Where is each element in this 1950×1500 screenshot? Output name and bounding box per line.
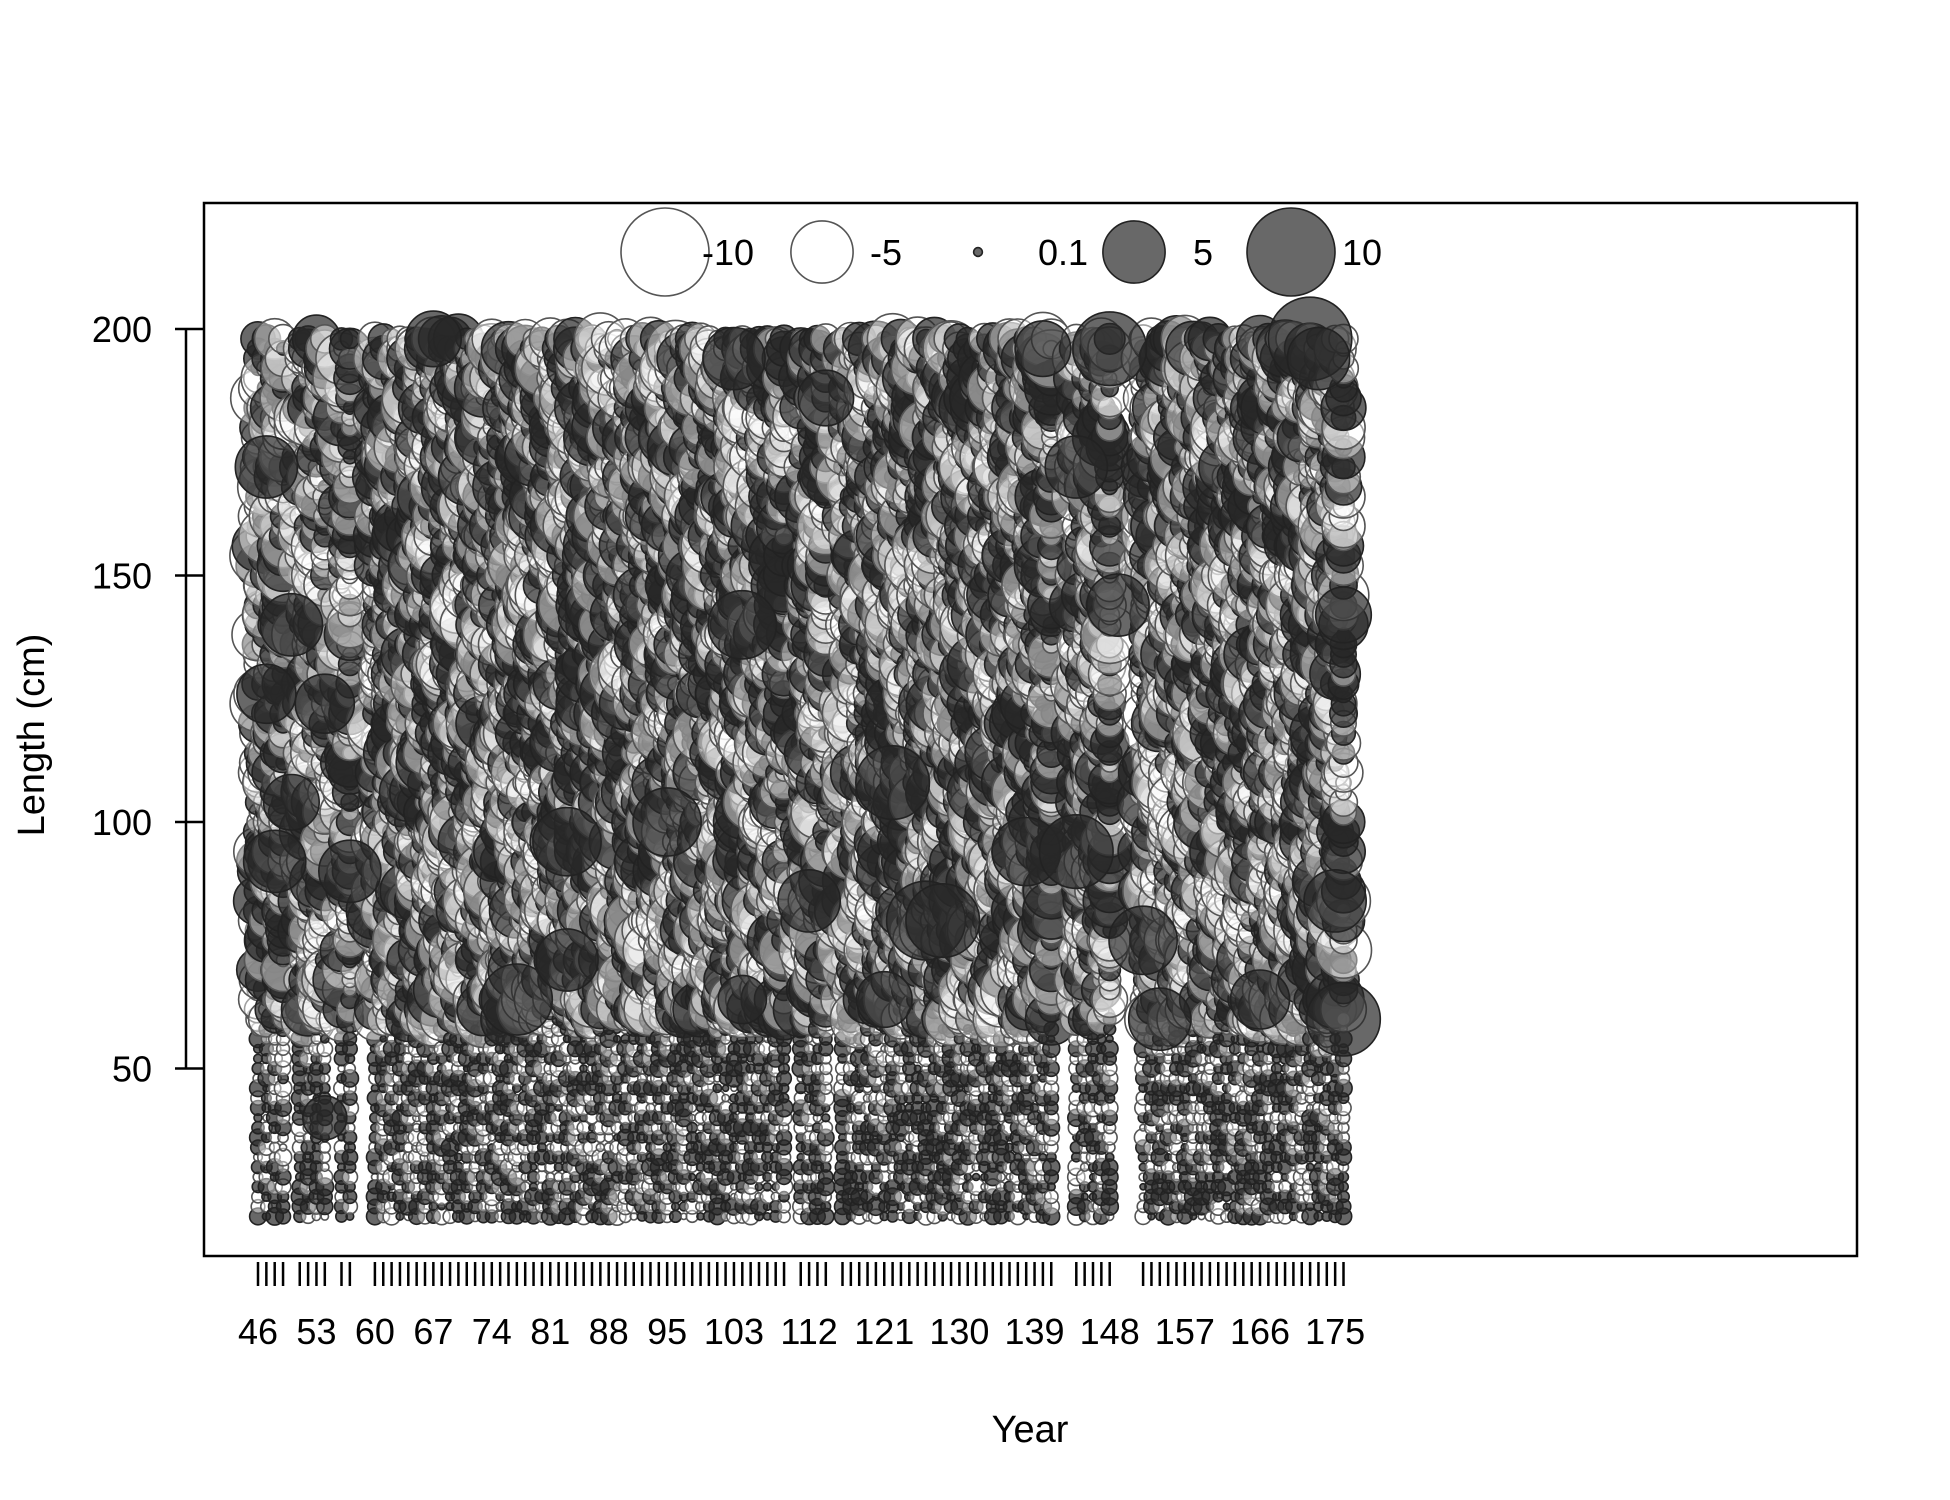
- bubble-positive: [260, 1131, 273, 1144]
- bubble-positive: [379, 1035, 388, 1043]
- bubble-positive: [318, 1082, 331, 1095]
- bubble-positive: [529, 1162, 538, 1172]
- bubble-negative: [319, 1072, 331, 1084]
- bubble-negative: [487, 1133, 496, 1142]
- bubble-positive: [370, 1083, 380, 1093]
- bubble-layer: [229, 311, 1373, 1226]
- bubble-negative: [318, 1141, 332, 1154]
- bubble-positive: [528, 1182, 539, 1192]
- bubble-positive: [579, 1064, 588, 1073]
- bubble-negative: [636, 1073, 648, 1084]
- bubble-positive: [668, 1209, 683, 1223]
- bubble-negative: [645, 1102, 656, 1113]
- bubble-negative: [721, 1093, 730, 1103]
- bubble-positive: [269, 502, 297, 530]
- bubble-negative: [595, 1142, 606, 1153]
- bubble-negative: [687, 1103, 698, 1113]
- bubble-positive: [670, 1201, 681, 1212]
- bubble-negative: [343, 1062, 357, 1075]
- bubble-negative: [273, 1147, 293, 1167]
- bubble-negative: [275, 1041, 291, 1057]
- bubble-negative: [293, 1131, 306, 1144]
- bubble-positive: [612, 1034, 622, 1044]
- bubble-positive: [712, 1083, 723, 1094]
- bubble-positive: [274, 1168, 292, 1186]
- bubble-positive: [342, 1031, 358, 1047]
- bubble-positive: [721, 1084, 730, 1093]
- bubble-positive: [260, 1092, 273, 1104]
- bubble-negative: [275, 1090, 291, 1106]
- bubble-positive: [688, 1172, 697, 1182]
- bubble-positive: [339, 328, 361, 350]
- bubble-negative: [276, 1160, 290, 1174]
- bubble-negative: [278, 1143, 288, 1152]
- bubble-negative: [274, 1060, 292, 1077]
- bubble-positive: [686, 1121, 699, 1134]
- bubble-negative: [545, 1172, 556, 1183]
- bubble-negative: [319, 1162, 330, 1173]
